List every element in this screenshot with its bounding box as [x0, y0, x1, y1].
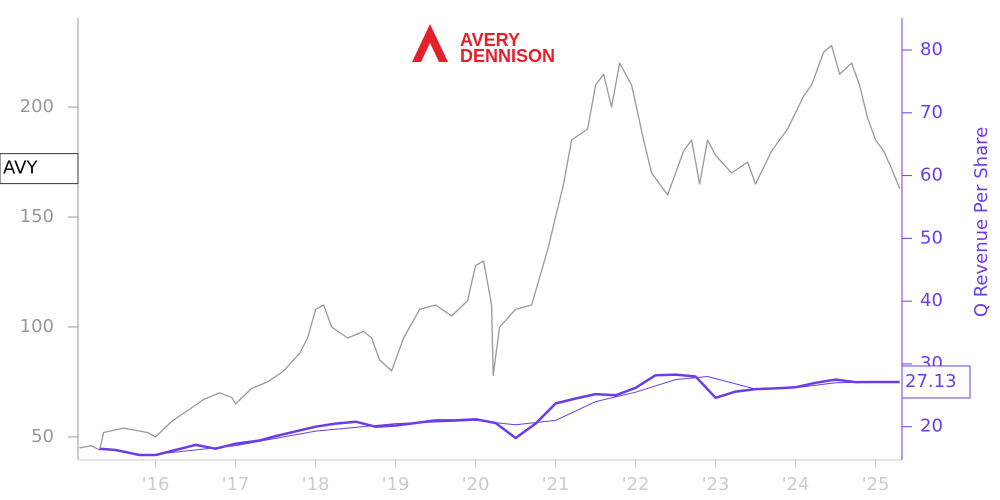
y-tick-label: 150 [20, 206, 54, 227]
logo-icon [412, 24, 448, 62]
series-label-box [0, 153, 79, 185]
series-line [155, 376, 900, 455]
logo-text: DENNISON [460, 46, 555, 66]
series-label: AVY [3, 158, 38, 179]
x-tick-label: '25 [862, 474, 890, 495]
x-tick-label: '24 [782, 474, 810, 495]
y-tick-label: 200 [20, 96, 54, 117]
y2-tick-label: 40 [920, 290, 943, 311]
y2-tick-label: 50 [920, 227, 943, 248]
y2-tick-label: 20 [920, 416, 943, 437]
x-tick-label: '20 [462, 474, 490, 495]
last-value-label: 27.13 [905, 371, 957, 392]
x-tick-label: '22 [622, 474, 650, 495]
series-line [99, 373, 900, 457]
series-line [79, 44, 901, 451]
y2-axis-title: Q Revenue Per Share [971, 127, 992, 317]
x-tick-label: '18 [302, 474, 330, 495]
x-tick-label: '17 [222, 474, 250, 495]
y2-tick-label: 70 [920, 102, 943, 123]
last-value-box [901, 365, 971, 399]
x-tick-label: '21 [542, 474, 570, 495]
y-tick-label: 50 [31, 426, 54, 447]
logo-text: AVERY [460, 30, 520, 50]
logo: AVERY DENNISON [412, 24, 555, 66]
y-tick-label: 100 [20, 316, 54, 337]
x-tick-label: '16 [142, 474, 170, 495]
y2-tick-label: 80 [920, 39, 943, 60]
x-tick-label: '19 [382, 474, 410, 495]
x-tick-label: '23 [702, 474, 730, 495]
y2-tick-label: 60 [920, 165, 943, 186]
